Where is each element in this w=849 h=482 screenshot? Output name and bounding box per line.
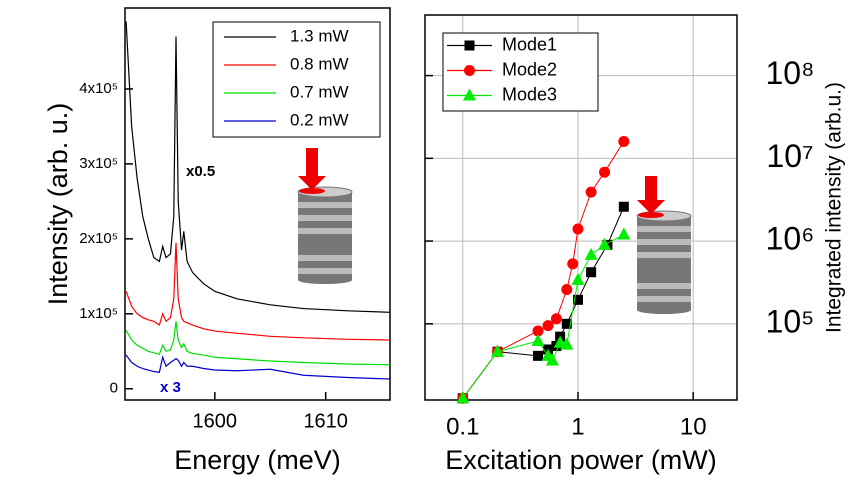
y-tick-label: 10⁶ — [766, 221, 815, 257]
spectrum-line — [125, 242, 390, 341]
spectrum-line — [125, 354, 390, 380]
cylinder-right — [636, 176, 692, 314]
annotation: x0.5 — [186, 163, 215, 180]
y-tick-label: 3x10⁵ — [79, 155, 118, 172]
legend-label: Mode3 — [502, 84, 557, 104]
marker — [585, 186, 597, 198]
marker — [560, 337, 574, 350]
marker — [531, 333, 545, 346]
marker — [586, 267, 597, 278]
marker — [533, 350, 544, 361]
marker — [618, 135, 630, 147]
marker — [456, 391, 470, 404]
marker — [618, 201, 629, 212]
y-tick-label: 0 — [110, 380, 118, 397]
plot-frame — [124, 7, 391, 401]
spectrum-line — [125, 21, 390, 313]
legend-label: Mode1 — [502, 34, 557, 54]
marker — [545, 353, 559, 366]
marker — [490, 344, 504, 357]
marker — [572, 223, 584, 235]
marker — [561, 283, 573, 295]
x-tick-label: 0.1 — [446, 413, 479, 440]
marker — [542, 320, 554, 332]
x-tick-label: 1600 — [193, 410, 238, 432]
marker — [550, 313, 562, 325]
y-tick-label: 10⁸ — [765, 55, 814, 91]
y-axis-title: Intensity (arb. u.) — [43, 103, 73, 306]
legend-box — [212, 21, 381, 138]
series-line — [462, 206, 625, 399]
legend-label: 0.7 mW — [290, 82, 349, 101]
marker — [584, 247, 598, 260]
y-tick-label: 10⁵ — [766, 303, 815, 339]
legend-label: Mode2 — [502, 59, 557, 79]
marker — [561, 318, 572, 329]
x-axis-title: Excitation power (mW) — [445, 445, 717, 475]
y-tick-label: 10⁷ — [766, 138, 813, 174]
marker — [464, 40, 475, 51]
legend-label: 1.3 mW — [290, 26, 349, 45]
marker — [571, 272, 585, 285]
x-tick-label: 10 — [680, 413, 707, 440]
y-tick-label: 2x10⁵ — [79, 230, 118, 247]
series-line — [462, 234, 625, 399]
cylinder-left — [297, 148, 353, 284]
marker — [598, 237, 612, 250]
marker — [599, 166, 611, 178]
x-axis-title: Energy (meV) — [174, 445, 341, 475]
marker — [532, 325, 544, 337]
x-tick-label: 1610 — [303, 410, 348, 432]
legend-label: 0.2 mW — [290, 110, 349, 129]
plot-frame — [424, 14, 738, 401]
legend-label: 0.8 mW — [290, 54, 349, 73]
marker — [617, 227, 631, 240]
marker — [464, 65, 475, 76]
chart: 0.1 1 10 10⁵ 10⁶ 10⁷ 10⁸ Excitation power (mW) I… — [424, 14, 846, 475]
marker — [463, 88, 476, 101]
chart: 1600 1610 0 1x10⁵ 2x10⁵ 3x10⁵ 4x10⁵ Energy (meV… — [43, 7, 391, 475]
y-tick-label: 4x10⁵ — [79, 80, 118, 97]
annotation: x 3 — [160, 379, 181, 396]
y-tick-label: 1x10⁵ — [79, 305, 118, 322]
marker — [572, 294, 583, 305]
x-tick-label: 1 — [571, 413, 584, 440]
y-axis-title: Integrated intensity (arb.u.) — [823, 82, 846, 333]
spectrum-line — [125, 321, 390, 366]
marker — [567, 258, 579, 270]
